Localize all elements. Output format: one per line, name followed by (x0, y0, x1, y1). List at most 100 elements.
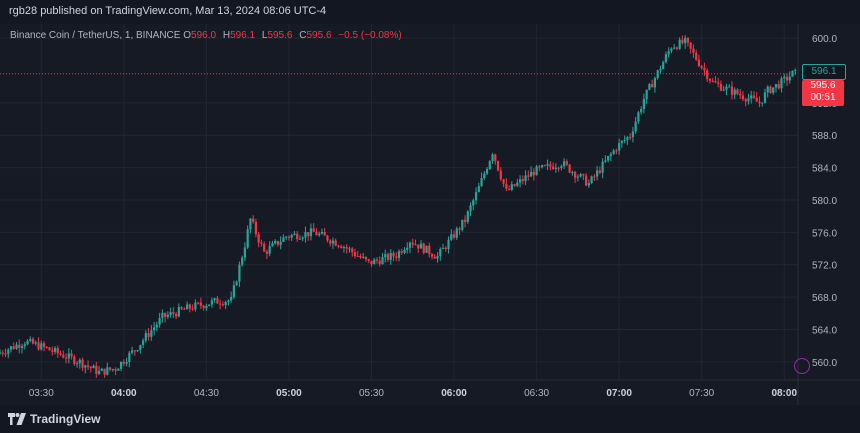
time-tick-label: 04:00 (111, 388, 137, 399)
candle-body (480, 177, 483, 187)
high-value: 596.1 (230, 30, 256, 41)
candle-body (518, 179, 522, 183)
candle-body (499, 170, 502, 180)
candle-body (224, 302, 227, 305)
candle-body (351, 248, 354, 253)
candle-body (177, 307, 180, 317)
price-tick-label: 560.0 (812, 358, 837, 369)
high-price-tag: 596.1 (802, 64, 846, 80)
price-tick-label: 600.0 (812, 34, 837, 45)
symbol-legend: Binance Coin / TetherUS, 1, BINANCE O596… (10, 30, 406, 41)
candle-body (532, 171, 535, 176)
candle-body (246, 229, 249, 248)
candle-body (791, 70, 794, 77)
tradingview-brand[interactable]: TradingView (8, 412, 100, 426)
candle-body (158, 317, 161, 325)
candle-body (574, 172, 577, 178)
candle-body (81, 359, 84, 368)
candle-body (78, 359, 81, 364)
candle-body (169, 312, 172, 315)
time-tick-label: 05:30 (359, 388, 384, 399)
candle-body (395, 256, 398, 258)
time-tick-label: 03:30 (29, 388, 54, 399)
candle-body (175, 313, 178, 317)
candle-body (73, 356, 76, 364)
candle-body (53, 348, 57, 352)
candle-body (56, 348, 59, 354)
candle-body (389, 253, 392, 260)
candle-body (144, 333, 147, 341)
candle-body (279, 241, 282, 245)
candle-body (711, 80, 714, 82)
candle-body (386, 254, 390, 260)
candle-body (296, 233, 299, 240)
candle-body (67, 353, 70, 359)
candle-body (601, 161, 604, 173)
candle-body (615, 150, 618, 152)
candle-body (656, 70, 659, 79)
candle-body (469, 205, 472, 212)
price-tick-label: 580.0 (812, 196, 837, 207)
candle-body (571, 172, 574, 174)
candle-body (312, 228, 315, 232)
candle-body (428, 245, 431, 255)
candle-body (23, 344, 26, 347)
candle-body (26, 340, 29, 345)
candle-body (238, 264, 241, 282)
candle-body (213, 298, 216, 301)
candle-body (216, 298, 219, 304)
candle-body (607, 156, 610, 161)
candle-body (587, 183, 590, 186)
candle-body (761, 102, 764, 104)
candle-body (70, 353, 73, 357)
candle-body (560, 166, 563, 169)
candle-body (483, 173, 486, 178)
candle-body (719, 83, 723, 91)
candle-body (381, 257, 384, 265)
candle-body (642, 99, 646, 110)
candle-body (527, 175, 530, 177)
candle-body (714, 81, 717, 83)
candle-body (362, 256, 365, 258)
chart-pane[interactable]: 600.0592.0588.0584.0580.0576.0572.0568.0… (0, 24, 860, 405)
candle-body (681, 39, 684, 44)
candle-body (466, 211, 469, 222)
price-tick-label: 568.0 (812, 293, 837, 304)
candle-body (637, 112, 640, 122)
candle-body (406, 247, 409, 250)
candle-body (502, 179, 505, 184)
candle-body (260, 242, 263, 244)
candle-body (450, 234, 453, 240)
candle-body (12, 346, 15, 349)
candle-body (772, 87, 775, 93)
candle-body (763, 92, 767, 103)
candle-body (750, 95, 753, 99)
candle-body (249, 218, 252, 230)
alert-icon[interactable] (794, 358, 810, 374)
price-chart[interactable]: 600.0592.0588.0584.0580.0576.0572.0568.0… (0, 24, 860, 405)
candle-body (752, 95, 756, 98)
candle-body (172, 312, 175, 314)
candle-body (136, 350, 139, 352)
candle-body (505, 183, 508, 189)
open-value: 596.0 (191, 30, 217, 41)
candle-body (268, 246, 271, 254)
candle-body (524, 175, 527, 182)
symbol-name: Binance Coin / TetherUS, 1, BINANCE (10, 30, 181, 41)
candle-body (375, 259, 379, 261)
time-tick-label: 07:00 (606, 388, 632, 399)
candle-body (103, 368, 106, 375)
candle-body (1, 352, 4, 354)
candle-body (337, 245, 340, 247)
candle-body (651, 84, 654, 88)
candle-body (403, 249, 406, 253)
candle-body (287, 236, 291, 238)
candle-body (488, 160, 491, 170)
candle-body (563, 161, 566, 167)
candle-body (298, 238, 302, 240)
candle-body (579, 174, 582, 177)
candle-body (282, 237, 285, 242)
candle-body (345, 247, 348, 249)
candle-body (186, 304, 189, 310)
candle-body (326, 235, 329, 241)
